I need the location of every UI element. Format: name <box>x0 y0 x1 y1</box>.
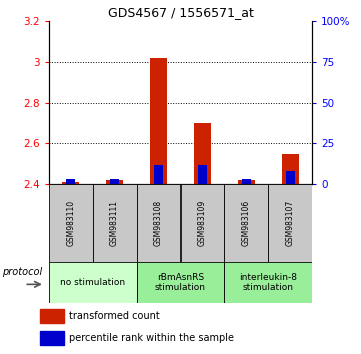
Bar <box>198 165 207 184</box>
Bar <box>225 262 312 303</box>
Text: GSM983108: GSM983108 <box>154 200 163 246</box>
Text: GSM983109: GSM983109 <box>198 200 207 246</box>
Bar <box>268 184 312 262</box>
Bar <box>238 180 255 184</box>
Bar <box>49 184 93 262</box>
Bar <box>40 331 64 345</box>
Bar <box>286 171 295 184</box>
Bar <box>93 184 136 262</box>
Bar <box>136 262 225 303</box>
Bar <box>136 184 180 262</box>
Bar <box>193 123 211 184</box>
Title: GDS4567 / 1556571_at: GDS4567 / 1556571_at <box>108 6 253 19</box>
Text: GSM983106: GSM983106 <box>242 200 251 246</box>
Text: rBmAsnRS
stimulation: rBmAsnRS stimulation <box>155 273 206 292</box>
Bar <box>150 58 167 184</box>
Text: GSM983111: GSM983111 <box>110 200 119 246</box>
Bar <box>49 262 136 303</box>
Text: transformed count: transformed count <box>69 311 160 321</box>
Bar <box>180 184 225 262</box>
Bar <box>106 180 123 184</box>
Bar <box>66 179 75 184</box>
Text: GSM983107: GSM983107 <box>286 200 295 246</box>
Text: no stimulation: no stimulation <box>60 278 125 287</box>
Bar <box>110 179 119 184</box>
Text: protocol: protocol <box>3 267 43 277</box>
Bar <box>154 165 163 184</box>
Text: GSM983110: GSM983110 <box>66 200 75 246</box>
Bar <box>62 182 79 184</box>
Bar <box>225 184 268 262</box>
Bar <box>242 179 251 184</box>
Text: interleukin-8
stimulation: interleukin-8 stimulation <box>239 273 297 292</box>
Text: percentile rank within the sample: percentile rank within the sample <box>69 333 234 343</box>
Bar <box>40 309 64 323</box>
Bar <box>282 154 299 184</box>
